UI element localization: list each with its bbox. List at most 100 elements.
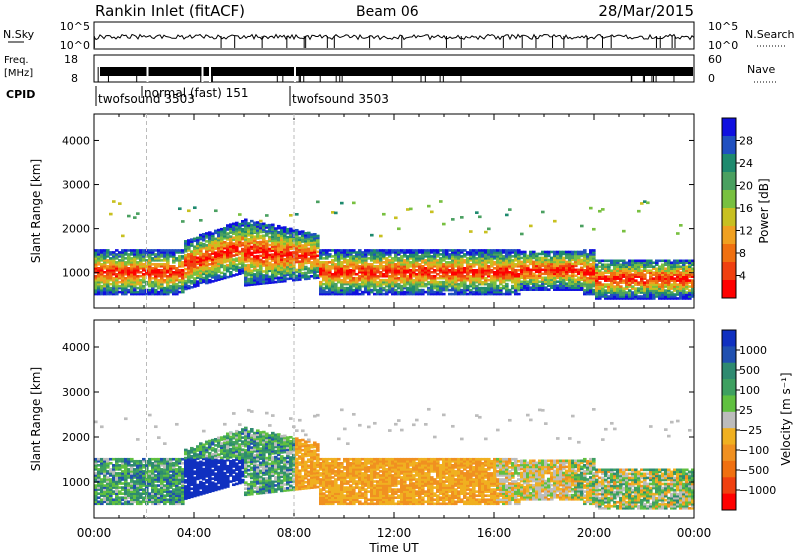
range-cell — [430, 211, 434, 214]
range-cell — [679, 224, 683, 227]
noise-panel: N.Sky 10^5 10^0 10^5 10^0 N.Search — [3, 20, 795, 52]
velocity-heatmap — [94, 408, 695, 510]
range-cell — [223, 273, 227, 276]
noise-search-label: N.Search — [745, 28, 795, 41]
freq-gap — [202, 66, 204, 82]
noise-right-tick-top: 10^5 — [708, 20, 738, 33]
range-cell — [112, 200, 116, 203]
power-heatmap — [94, 200, 695, 300]
range-cell — [478, 215, 482, 218]
range-cell — [439, 200, 443, 203]
range-cell — [592, 249, 596, 252]
range-cell — [583, 249, 587, 252]
range-cell — [352, 202, 356, 205]
freq-label: Freq. — [4, 55, 29, 66]
nave-band — [100, 67, 693, 76]
range-cell — [181, 220, 185, 223]
range-cell — [580, 225, 584, 228]
range-cell — [442, 293, 446, 296]
range-cell — [94, 421, 98, 424]
freq-gap — [209, 66, 211, 82]
range-cell — [427, 205, 431, 208]
colorbar-segment — [722, 244, 736, 263]
range-cell — [601, 208, 605, 211]
range-cell — [109, 213, 113, 216]
range-cell — [265, 214, 269, 217]
range-cell — [397, 227, 401, 230]
freq-left-tick-top: 18 — [64, 53, 78, 66]
range-cell — [475, 211, 479, 214]
range-cell — [592, 228, 596, 231]
range-cell — [316, 201, 320, 204]
range-cell — [394, 216, 398, 219]
colorbar-segment — [722, 262, 736, 281]
range-cell — [100, 425, 104, 428]
freq-gap — [294, 66, 296, 82]
cpid-entry-3: twofsound 3503 — [292, 92, 389, 106]
range-cell — [553, 220, 557, 223]
freq-gap — [147, 66, 149, 82]
range-cell — [484, 231, 488, 234]
station-title: Rankin Inlet (fitACF) — [95, 2, 245, 20]
range-cell — [637, 210, 641, 213]
colorbar-segment — [722, 280, 736, 299]
colorbar-tick-label: 28 — [739, 135, 753, 148]
range-cell — [289, 214, 293, 217]
beam-title: Beam 06 — [356, 4, 419, 20]
range-cell — [187, 209, 191, 212]
range-cell — [487, 228, 491, 231]
range-cell — [442, 223, 446, 226]
range-cell — [505, 283, 509, 286]
range-cell — [505, 214, 509, 217]
range-cell — [379, 235, 383, 238]
range-cell — [175, 423, 179, 426]
cpid-panel: CPID twofsound 3503 normal (fast) 151 tw… — [6, 86, 389, 106]
range-cell — [409, 208, 413, 211]
range-cell — [136, 438, 140, 441]
noise-trace — [94, 35, 694, 49]
range-cell — [517, 293, 521, 296]
range-cell — [136, 212, 140, 215]
y-tick-label: 4000 — [62, 134, 90, 147]
range-cell — [157, 436, 161, 439]
freq-left-tick-bottom: 8 — [71, 72, 78, 85]
cpid-entry-2: normal (fast) 151 — [144, 86, 248, 100]
range-cell — [178, 207, 182, 210]
colorbar-tick-label: 20 — [739, 180, 753, 193]
range-cell — [541, 211, 545, 214]
freq-trace — [98, 66, 693, 82]
colorbar-tick-label: 12 — [739, 225, 753, 238]
colorbar-tick-label: 24 — [739, 157, 753, 170]
noise-left-tick-top: 10^5 — [60, 20, 90, 33]
colorbar-segment — [722, 190, 736, 209]
range-cell — [523, 251, 527, 254]
range-cell — [451, 218, 455, 221]
cpid-label: CPID — [6, 88, 35, 101]
range-cell — [271, 224, 275, 227]
range-cell — [676, 232, 680, 235]
range-cell — [334, 212, 338, 215]
range-cell — [127, 215, 131, 218]
colorbar-tick-label: 4 — [739, 270, 746, 283]
range-cell — [244, 218, 248, 221]
range-cell — [382, 213, 386, 216]
freq-unit-label: [MHz] — [4, 68, 33, 79]
range-cell — [259, 220, 263, 223]
noise-sky-line — [94, 35, 694, 42]
range-cell — [370, 234, 374, 237]
range-cell — [295, 213, 299, 216]
freq-panel: Freq. [MHz] 18 8 60 0 Nave — [4, 53, 778, 85]
range-cell — [340, 202, 344, 205]
range-cell — [460, 216, 464, 219]
colorbar-tick-label: 8 — [739, 247, 746, 260]
range-cell — [229, 271, 233, 274]
range-cell — [646, 201, 650, 204]
range-cell — [529, 225, 533, 228]
range-cell — [121, 235, 125, 238]
range-cell — [124, 417, 128, 420]
power-colorbar-label: Power [dB] — [757, 178, 771, 243]
range-cell — [193, 206, 197, 209]
